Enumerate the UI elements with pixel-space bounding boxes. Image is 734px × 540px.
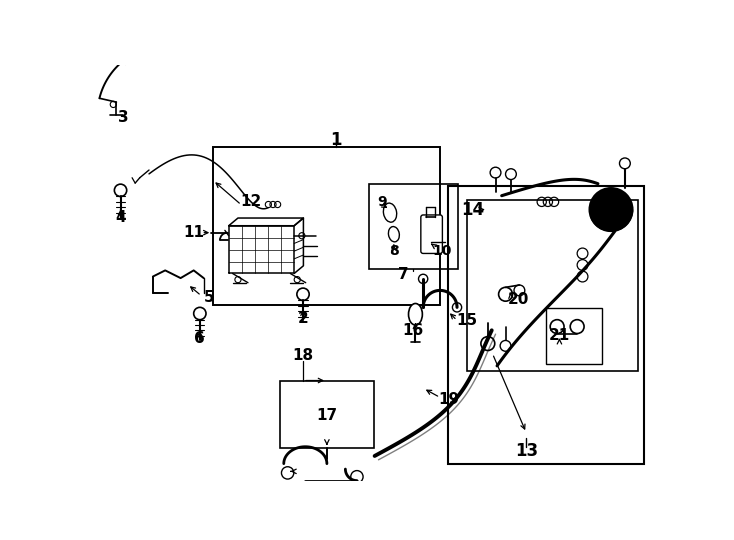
Text: 8: 8 [389, 244, 399, 258]
Text: 21: 21 [549, 328, 570, 343]
FancyBboxPatch shape [421, 215, 443, 253]
Text: 9: 9 [377, 195, 387, 209]
Text: 7: 7 [398, 267, 408, 282]
Bar [213, 147, 440, 305]
Bar [280, 381, 374, 448]
Text: 20: 20 [508, 292, 529, 307]
Text: 16: 16 [402, 323, 424, 338]
Text: 15: 15 [457, 313, 478, 328]
Bar [467, 200, 638, 372]
Text: 5: 5 [204, 290, 214, 305]
Bar [369, 184, 458, 269]
Text: 10: 10 [432, 244, 451, 258]
Ellipse shape [388, 227, 399, 242]
Circle shape [589, 188, 633, 231]
Text: 19: 19 [439, 392, 460, 407]
Text: 12: 12 [241, 194, 262, 210]
Bar [448, 186, 644, 464]
Text: 1: 1 [330, 131, 342, 149]
Text: 2: 2 [298, 312, 308, 326]
Text: 3: 3 [117, 110, 128, 125]
Text: 13: 13 [515, 442, 538, 460]
Bar [546, 308, 602, 363]
Text: 18: 18 [292, 348, 313, 363]
Ellipse shape [409, 303, 422, 325]
Text: 6: 6 [195, 330, 206, 346]
Text: 14: 14 [461, 200, 484, 219]
Text: 11: 11 [184, 225, 204, 240]
Ellipse shape [383, 203, 396, 222]
Text: 4: 4 [115, 210, 126, 225]
Text: 17: 17 [316, 408, 338, 423]
